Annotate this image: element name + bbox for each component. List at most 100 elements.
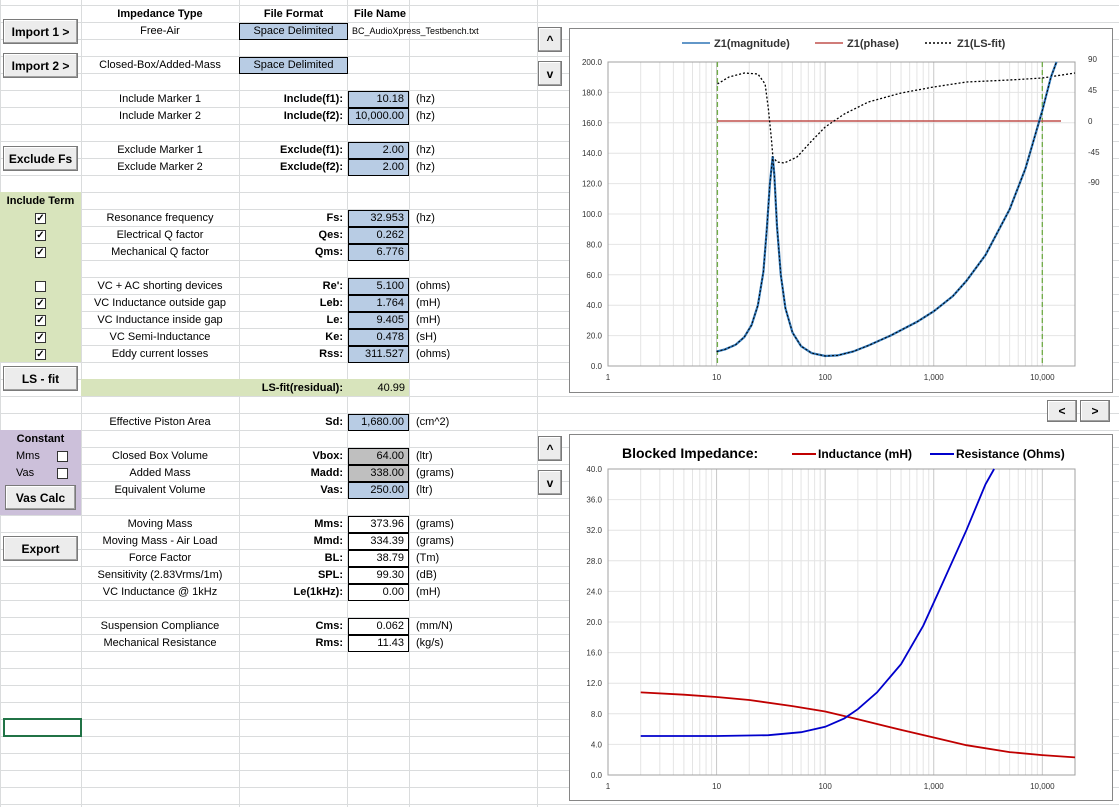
result-mms-value[interactable]: 373.96	[348, 516, 409, 533]
term-re-key: Re':	[322, 280, 343, 292]
term-fs-value[interactable]: 32.953	[348, 210, 409, 227]
c2-x-tick: 100	[818, 782, 832, 791]
result-spl-key: SPL:	[317, 569, 343, 581]
term-qes-checkbox[interactable]: ✓	[35, 230, 46, 241]
term-leb-checkbox[interactable]: ✓	[35, 298, 46, 309]
marker-2-value[interactable]: 10,000.00	[348, 108, 409, 125]
box-vbox-value[interactable]: 64.00	[348, 448, 409, 465]
box-madd-value[interactable]: 338.00	[348, 465, 409, 482]
c2-x-tick: 1	[606, 782, 611, 791]
mms-constant-checkbox[interactable]	[57, 451, 68, 462]
c1-y-tick: 20.0	[586, 332, 602, 341]
result-le1khz-unit: (mH)	[416, 586, 441, 598]
term-qms-checkbox[interactable]: ✓	[35, 247, 46, 258]
result-mmd-value[interactable]: 334.39	[348, 533, 409, 550]
c1-legend-0: Z1(magnitude)	[714, 38, 790, 50]
c1-x-tick: 100	[818, 373, 832, 382]
term-qms-value[interactable]: 6.776	[348, 244, 409, 261]
c2-legend-1: Resistance (Ohms)	[956, 447, 1065, 461]
marker-1-key: Include(f1):	[283, 93, 343, 105]
term-rss-key: Rss:	[319, 348, 343, 360]
result-le1khz-value[interactable]: 0.00	[348, 584, 409, 601]
box-madd-unit: (grams)	[416, 467, 454, 479]
import-1-format[interactable]: Space Delimited	[239, 23, 348, 40]
term-le-value[interactable]: 9.405	[348, 312, 409, 329]
impedance-chart-svg: 0.0 20.0 40.0 60.0 80.0 100.0 120.0 140.0 160.0 1…	[582, 38, 1100, 382]
term-re-label: VC + AC shorting devices	[97, 280, 223, 292]
c2-y-tick: 40.0	[586, 465, 602, 474]
ls-fit-residual-label: LS-fit(residual):	[261, 382, 343, 394]
term-rss-value[interactable]: 311.527	[348, 346, 409, 363]
chart1-down-button[interactable]: v	[538, 61, 562, 86]
header-file-name: File Name	[354, 8, 406, 20]
c1-y2-tick: -90	[1088, 178, 1100, 187]
term-ke-value[interactable]: 0.478	[348, 329, 409, 346]
c2-x-tick: 10	[712, 782, 721, 791]
term-re-checkbox[interactable]	[35, 281, 46, 292]
marker-1-value[interactable]: 10.18	[348, 91, 409, 108]
c2-y-tick: 8.0	[591, 710, 603, 719]
result-spl-value[interactable]: 99.30	[348, 567, 409, 584]
c2-plot-area	[607, 468, 1076, 776]
result-bl-value[interactable]: 38.79	[348, 550, 409, 567]
sd-value[interactable]: 1,680.00	[348, 414, 409, 431]
marker-4-value[interactable]: 2.00	[348, 159, 409, 176]
c2-title: Blocked Impedance:	[622, 445, 758, 461]
chart-prev-button[interactable]: <	[1047, 400, 1077, 422]
chart1-up-button[interactable]: ^	[538, 27, 562, 52]
export-button[interactable]: Export	[3, 536, 78, 561]
constant-title: Constant	[16, 433, 65, 445]
term-leb-key: Leb:	[319, 297, 343, 309]
result-spl-unit: (dB)	[416, 569, 437, 581]
import-2-format[interactable]: Space Delimited	[239, 57, 348, 74]
term-re-value[interactable]: 5.100	[348, 278, 409, 295]
term-ke-checkbox[interactable]: ✓	[35, 332, 46, 343]
box-vas-key: Vas:	[320, 484, 343, 496]
c2-y-tick: 12.0	[586, 679, 602, 688]
c1-plot-area	[607, 61, 1076, 367]
ls-fit-residual-value: 40.99	[377, 382, 405, 394]
vas-constant-checkbox[interactable]	[57, 468, 68, 479]
c1-y2-tick: 0	[1088, 117, 1093, 126]
import-1-button[interactable]: Import 1 >	[3, 19, 78, 44]
term-leb-value[interactable]: 1.764	[348, 295, 409, 312]
impedance-chart: 0.0 20.0 40.0 60.0 80.0 100.0 120.0 140.0 160.0 1…	[569, 28, 1113, 393]
marker-3-value[interactable]: 2.00	[348, 142, 409, 159]
term-ke-key: Ke:	[325, 331, 343, 343]
vas-calc-button[interactable]: Vas Calc	[5, 485, 76, 510]
ls-fit-button[interactable]: LS - fit	[3, 366, 78, 391]
result-rms-value[interactable]: 11.43	[348, 635, 409, 652]
term-qes-value[interactable]: 0.262	[348, 227, 409, 244]
blocked-impedance-chart: 0.0 4.0 8.0 12.0 16.0 20.0 24.0 28.0 32.0 36.0 40.…	[569, 434, 1113, 801]
term-fs-checkbox[interactable]: ✓	[35, 213, 46, 224]
chart-next-button[interactable]: >	[1080, 400, 1110, 422]
term-rss-checkbox[interactable]: ✓	[35, 349, 46, 360]
chart2-up-button[interactable]: ^	[538, 436, 562, 461]
selected-cell[interactable]	[3, 718, 82, 737]
marker-2-key: Include(f2):	[283, 110, 343, 122]
term-leb-label: VC Inductance outside gap	[93, 297, 227, 309]
exclude-fs-button[interactable]: Exclude Fs	[3, 146, 78, 171]
c2-y-tick: 4.0	[591, 740, 603, 749]
term-qms-label: Mechanical Q factor	[111, 246, 209, 258]
marker-1-unit: (hz)	[416, 93, 435, 105]
marker-4-unit: (hz)	[416, 161, 435, 173]
c1-x-tick: 10,000	[1030, 373, 1055, 382]
mms-constant-label: Mms	[16, 450, 40, 462]
c1-fit-phase-line	[717, 72, 1076, 164]
term-qes-key: Qes:	[318, 229, 343, 241]
term-rss-unit: (ohms)	[416, 348, 451, 360]
result-cms-label: Suspension Compliance	[100, 620, 220, 632]
c2-y-tick: 20.0	[586, 618, 602, 627]
c2-y-tick: 36.0	[586, 496, 602, 505]
term-le-checkbox[interactable]: ✓	[35, 315, 46, 326]
result-cms-value[interactable]: 0.062	[348, 618, 409, 635]
chart2-down-button[interactable]: v	[538, 470, 562, 495]
result-le1khz-key: Le(1kHz):	[293, 586, 343, 598]
c1-y-tick: 60.0	[586, 271, 602, 280]
import-2-button[interactable]: Import 2 >	[3, 53, 78, 78]
result-mmd-label: Moving Mass - Air Load	[102, 535, 218, 547]
sd-label: Effective Piston Area	[109, 416, 211, 428]
box-vas-value[interactable]: 250.00	[348, 482, 409, 499]
ls-fit-band	[81, 379, 409, 396]
